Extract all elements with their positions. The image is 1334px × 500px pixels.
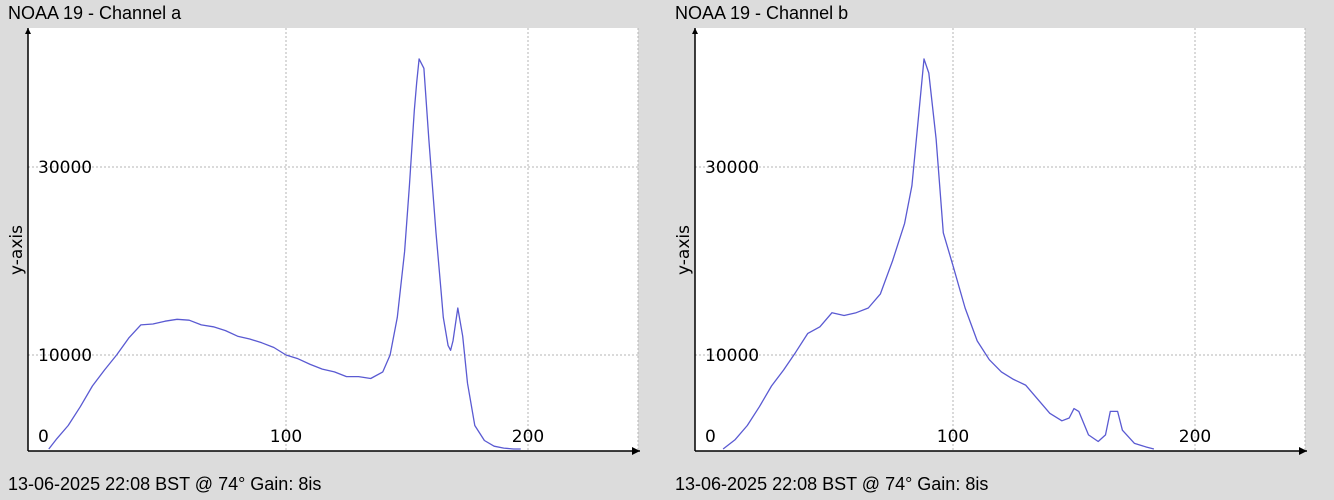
plot-area (695, 28, 1305, 451)
x-tick-label: 200 (1179, 427, 1211, 447)
x-axis-arrow (1299, 447, 1307, 455)
chart-panel-a: NOAA 19 - Channel a 0 100 200 10000 30000 y-a… (7, 3, 640, 494)
y-tick-label: 30000 (38, 158, 92, 178)
y-tick-label: 30000 (705, 158, 759, 178)
y-tick-label: 10000 (705, 346, 759, 366)
y-axis-arrow (692, 28, 698, 34)
chart-title: NOAA 19 - Channel a (8, 3, 182, 23)
chart-footer: 13-06-2025 22:08 BST @ 74° Gain: 8is (675, 474, 989, 494)
y-axis-label: y-axis (7, 225, 27, 275)
x-tick-label: 100 (270, 427, 302, 447)
chart-canvas: 0 100 200 10000 30000 y-axis (674, 28, 1307, 455)
x-tick-label: 200 (512, 427, 544, 447)
series-line (48, 58, 521, 450)
x-tick-label: 100 (937, 427, 969, 447)
chart-title: NOAA 19 - Channel b (675, 3, 849, 23)
chart-canvas: 0 100 200 10000 30000 y-axis (7, 28, 640, 455)
plot-area (28, 28, 638, 451)
chart-panel-b: NOAA 19 - Channel b 0 100 200 10000 30000 y-a… (667, 0, 1334, 500)
y-axis-label: y-axis (674, 225, 694, 275)
y-axis-arrow (25, 28, 31, 34)
x-axis-arrow (632, 447, 640, 455)
series-line (722, 58, 1155, 450)
x-tick-label: 0 (38, 427, 49, 447)
chart-footer: 13-06-2025 22:08 BST @ 74° Gain: 8is (8, 474, 322, 494)
x-tick-label: 0 (705, 427, 716, 447)
y-tick-label: 10000 (38, 346, 92, 366)
